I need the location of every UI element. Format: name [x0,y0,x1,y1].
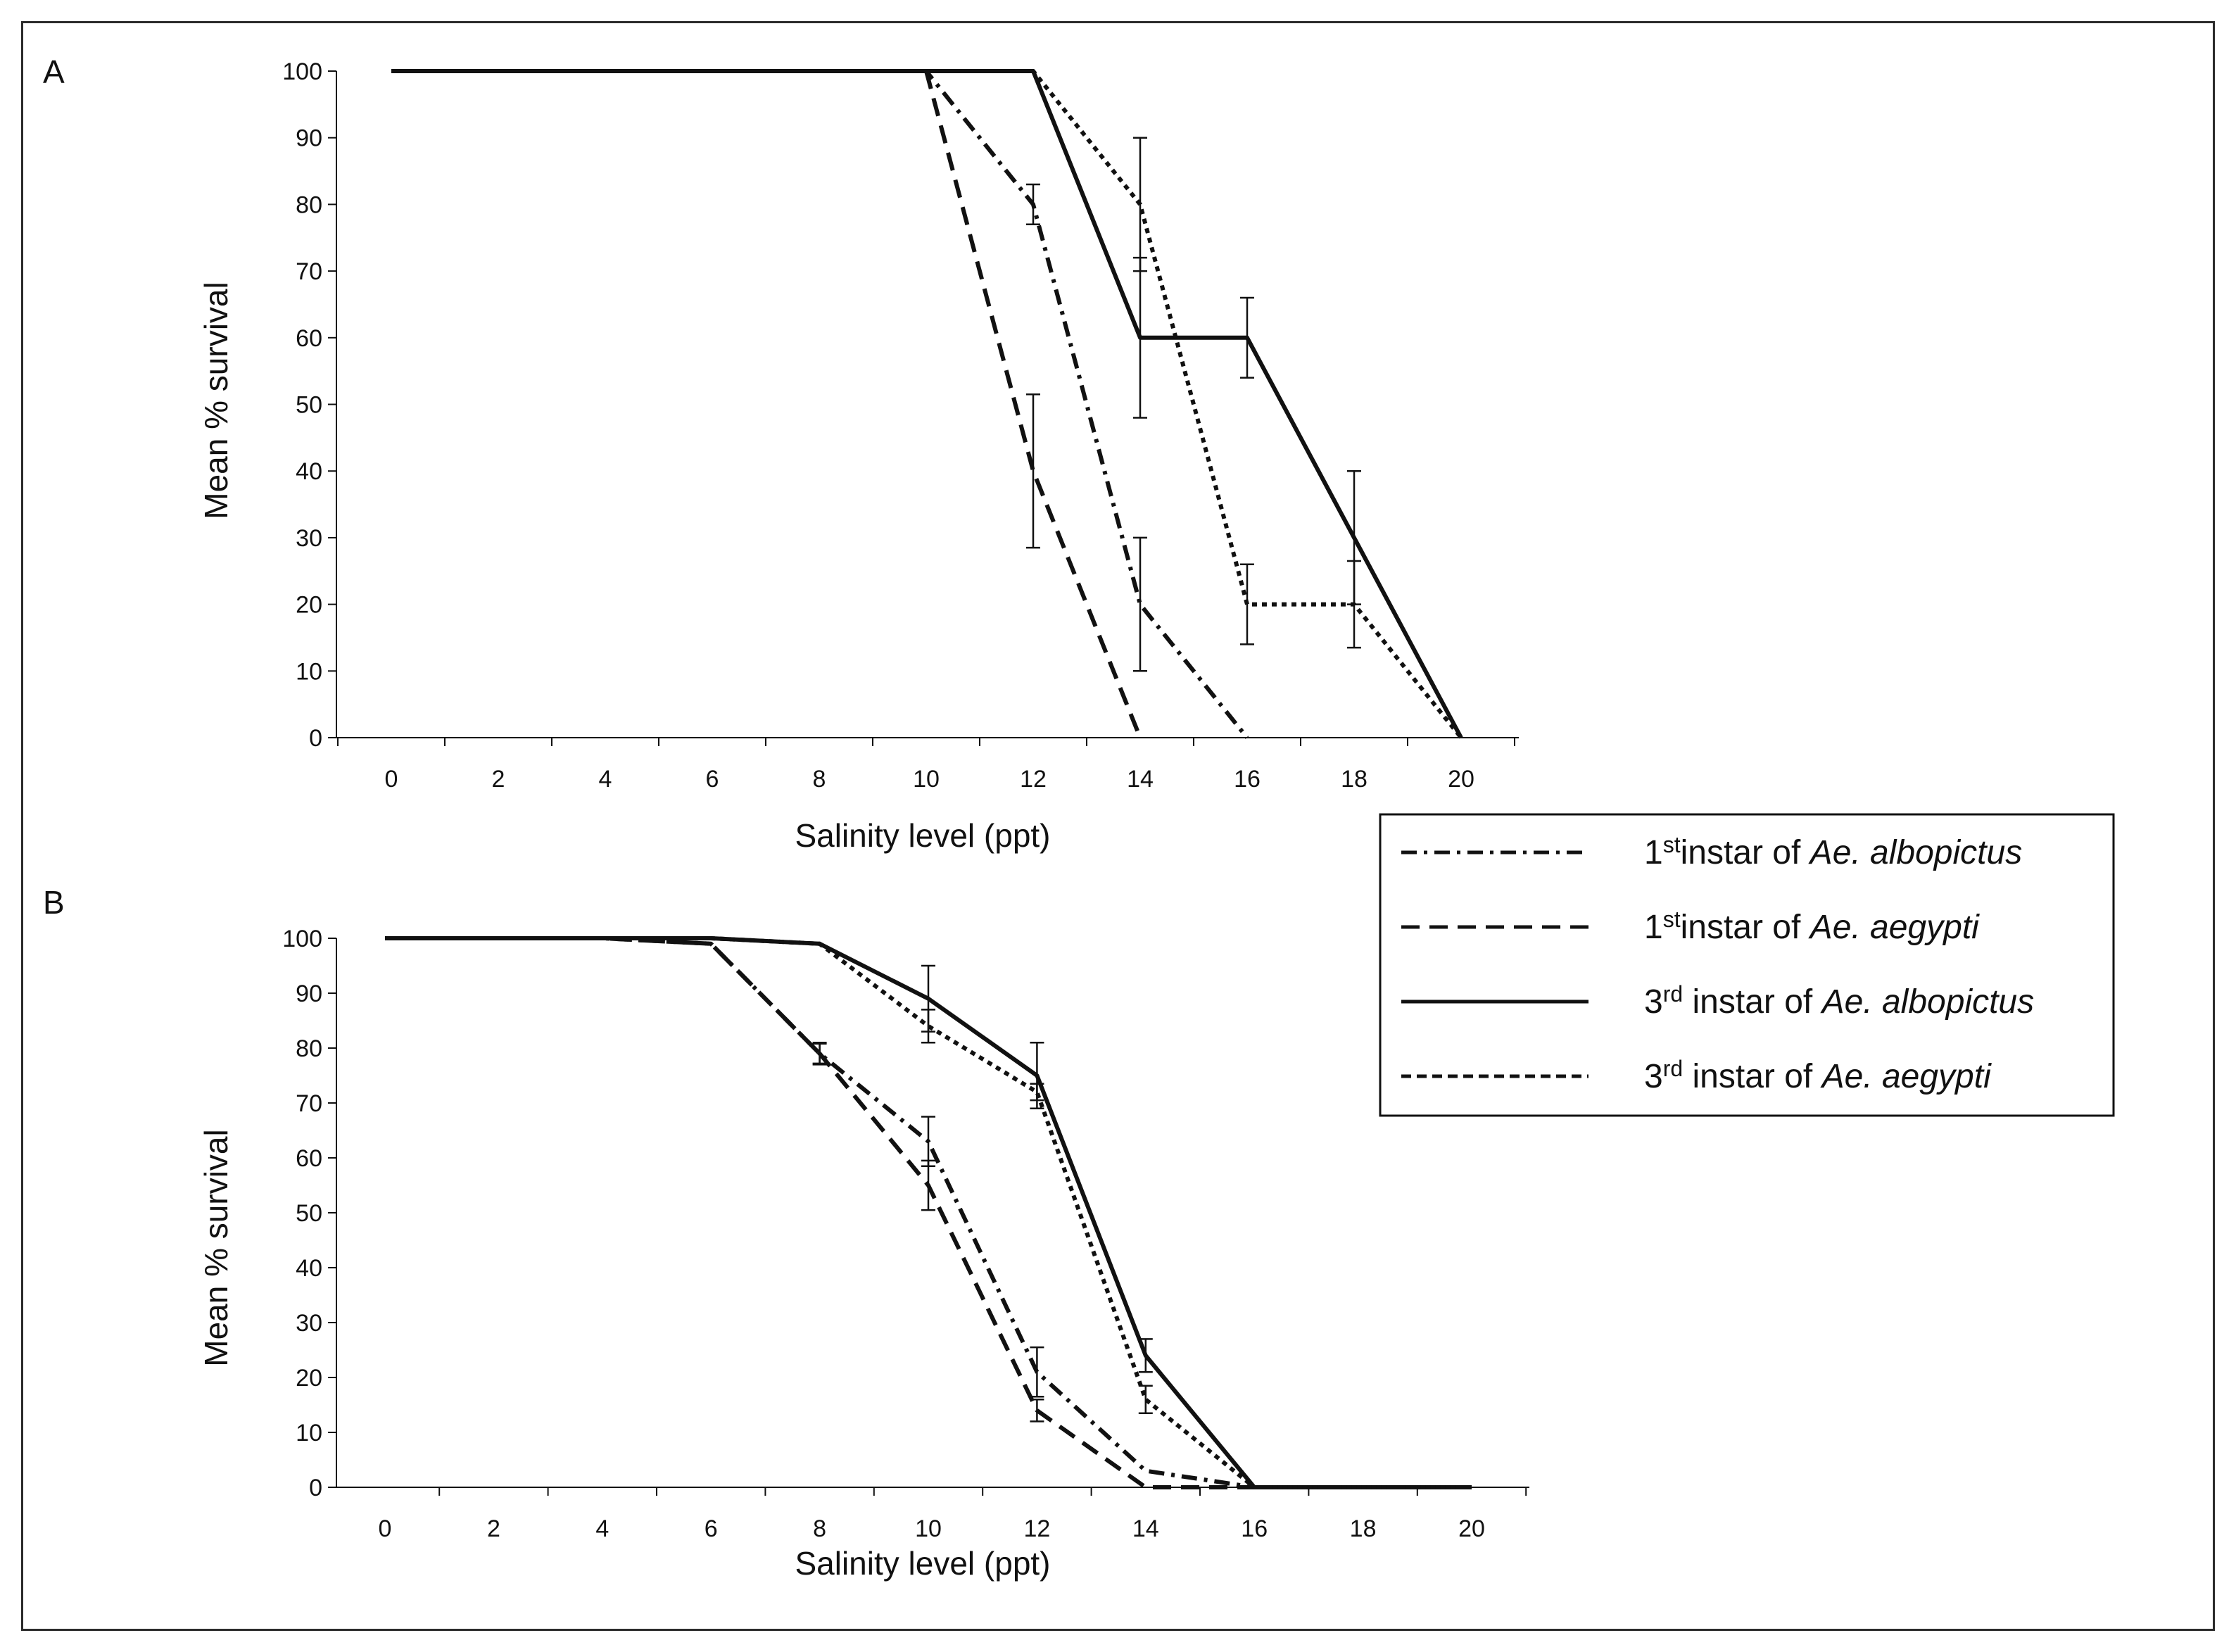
panel-b-y-tick-label: 30 [296,1310,322,1337]
legend: 1stinstar of Ae. albopictus 1stinstar of… [1379,813,2115,1117]
panel-a-plot-area: 0 10 20 30 40 50 60 70 80 90 100 0 2 4 6 8 10 12 14 16 18 20 [282,58,1519,793]
panel-a-label: A [43,53,65,90]
panel-a-y-tick-label: 60 [296,325,322,352]
panel-b-plot-area: 0 10 20 30 40 50 60 70 80 90 100 0 2 4 6 8 10 12 14 16 18 20 [282,926,1529,1542]
panel-b-x-tick-label: 2 [487,1515,500,1542]
panel-a-x-tick-label: 2 [492,766,505,793]
panel-b-y-tick-label: 50 [296,1200,322,1227]
panel-a-y-tick-label: 90 [296,125,322,152]
panel-a-x-tick-label: 8 [813,766,826,793]
panel-b-y-tick-label: 80 [296,1035,322,1062]
panel-b-y-tick-label: 0 [309,1475,322,1501]
panel-a-series-dash-dot [391,69,1249,739]
panel-a-y-tick-label: 0 [309,725,322,752]
panel-a-x-tick-label: 14 [1127,766,1154,793]
legend-item: 1stinstar of Ae. albopictus [1401,832,2022,871]
panel-b-x-tick-label: 6 [705,1515,718,1542]
panel-b-x-tick-label: 8 [813,1515,826,1542]
legend-item: 3rd instar of Ae. aegypti [1401,1056,1992,1095]
legend-label: 3rd instar of Ae. aegypti [1644,1056,1992,1095]
panel-b-series-solid [385,936,1472,1489]
panel-b-x-tick-label: 0 [379,1515,392,1542]
panel-a: A Mean % survival Salinity level (ppt) 0… [43,53,1519,854]
panel-a-y-tick-label: 80 [296,191,322,218]
panel-b-x-tick-label: 18 [1350,1515,1377,1542]
legend-label: 3rd instar of Ae. albopictus [1644,981,2034,1021]
panel-a-y-axis-title: Mean % survival [198,282,234,519]
panel-b-x-tick-label: 16 [1241,1515,1268,1542]
panel-b-y-tick-label: 70 [296,1090,322,1117]
panel-b-y-tick-label: 10 [296,1420,322,1446]
panel-b-series-short-dashed [385,936,1472,1489]
panel-a-y-tick-label: 30 [296,525,322,552]
legend-label: 1stinstar of Ae. albopictus [1644,832,2022,871]
panel-b-y-tick-label: 100 [282,926,322,952]
panel-a-x-tick-label: 6 [706,766,719,793]
panel-b-x-tick-label: 14 [1132,1515,1159,1542]
panel-a-y-tick-label: 50 [296,392,322,419]
panel-a-x-tick-label: 18 [1341,766,1368,793]
panel-b-x-tick-label: 4 [595,1515,609,1542]
panel-b-x-tick-label: 10 [915,1515,942,1542]
panel-a-series-short-dashed [391,69,1463,739]
panel-a-x-tick-label: 0 [385,766,398,793]
figure-canvas: A Mean % survival Salinity level (ppt) 0… [43,53,2115,1582]
panel-a-x-tick-label: 4 [599,766,612,793]
panel-a-x-tick-label: 16 [1234,766,1261,793]
legend-item: 1stinstar of Ae. aegypti [1401,907,1980,946]
panel-b-y-tick-label: 90 [296,981,322,1007]
panel-a-y-tick-label: 20 [296,592,322,619]
panel-b-label: B [43,884,65,921]
panel-a-series-dashed [391,69,1142,739]
panel-b-y-tick-label: 60 [296,1145,322,1172]
panel-a-x-tick-label: 12 [1020,766,1047,793]
panel-b-x-tick-label: 20 [1458,1515,1485,1542]
panel-b-x-axis-title: Salinity level (ppt) [795,1545,1050,1582]
panel-a-series-solid [391,69,1463,739]
panel-a-y-tick-label: 40 [296,458,322,485]
panel-a-x-tick-label: 20 [1448,766,1474,793]
panel-a-x-axis-title: Salinity level (ppt) [795,817,1050,854]
panel-b-y-axis-title: Mean % survival [198,1129,234,1366]
panel-a-y-tick-label: 100 [282,58,322,85]
legend-box [1379,813,2115,1117]
figure-frame: A Mean % survival Salinity level (ppt) 0… [21,21,2215,1631]
panel-a-y-tick-label: 70 [296,258,322,285]
panel-b-y-tick-label: 20 [296,1365,322,1392]
legend-item: 3rd instar of Ae. albopictus [1401,981,2034,1021]
panel-a-y-tick-label: 10 [296,658,322,685]
panel-b-x-tick-label: 12 [1023,1515,1050,1542]
panel-a-x-tick-label: 10 [913,766,940,793]
panel-b: B Mean % survival Salinity level (ppt) 0… [43,884,1529,1582]
panel-b-y-tick-label: 40 [296,1255,322,1282]
legend-label: 1stinstar of Ae. aegypti [1644,907,1980,946]
